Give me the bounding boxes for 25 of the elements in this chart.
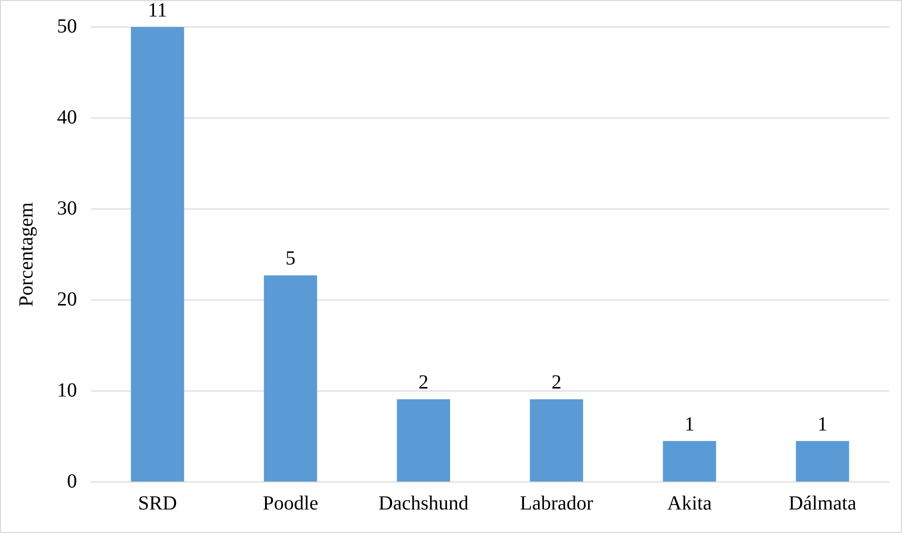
y-tick-label: 0 [67, 470, 77, 492]
x-tick-label: Dachshund [378, 492, 468, 514]
y-axis-title: Porcentagem [15, 202, 38, 307]
x-tick-label: Dálmata [788, 492, 856, 514]
annotation: 1 [684, 413, 694, 436]
bar [264, 275, 318, 482]
y-tick-label: 50 [57, 15, 77, 38]
annotation: 2 [418, 371, 428, 394]
bar [662, 441, 716, 482]
x-tick-label: Poodle [262, 492, 318, 514]
y-tick-label: 30 [57, 197, 77, 220]
annotation: 11 [148, 0, 168, 22]
annotation: 2 [552, 371, 562, 394]
y-tick-label: 20 [57, 288, 77, 310]
y-tick-label: 10 [57, 379, 77, 402]
x-tick-label: Labrador [520, 492, 594, 514]
y-tick-label: 40 [57, 106, 77, 128]
bar [130, 27, 184, 482]
x-tick-label: SRD [138, 492, 177, 514]
x-tick-label: Akita [667, 492, 712, 514]
annotation: 5 [286, 248, 296, 270]
annotation: 1 [818, 413, 828, 436]
bar [530, 399, 584, 482]
bar [396, 399, 450, 482]
bar [796, 441, 850, 482]
